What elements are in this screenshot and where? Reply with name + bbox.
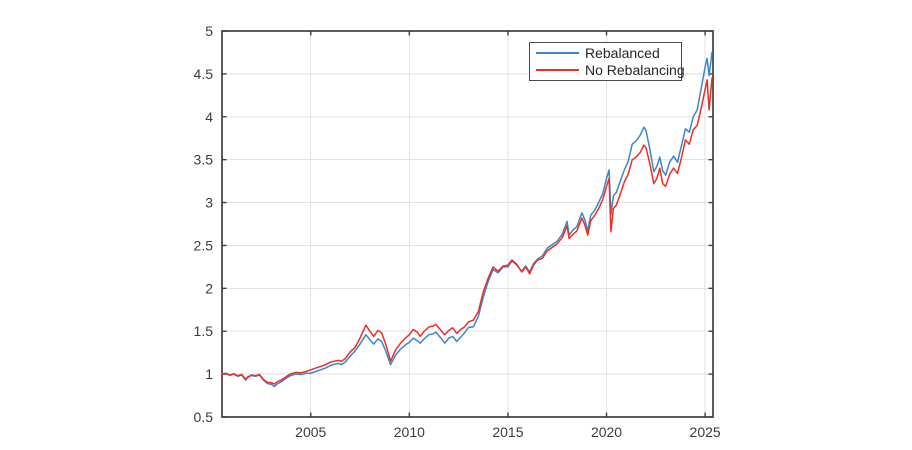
legend-line-swatch-blue: [536, 52, 579, 54]
y-tick-label: 1.5: [194, 323, 214, 339]
y-tick-label: 3.5: [194, 152, 214, 168]
y-tick-label: 4.5: [194, 66, 214, 82]
y-tick-label: 2: [205, 280, 213, 296]
series-line-rebalanced: [221, 51, 713, 388]
legend-label-no-rebalancing: No Rebalancing: [585, 61, 685, 78]
x-tick-label: 2025: [690, 424, 721, 440]
y-tick-label: 3: [205, 195, 213, 211]
x-tick-label: 2015: [492, 424, 523, 440]
plot-border: [221, 30, 714, 418]
legend-label-rebalanced: Rebalanced: [585, 44, 660, 61]
series-line-no-rebalancing: [221, 77, 713, 385]
legend-line-swatch-red: [536, 69, 579, 71]
y-tick-label: 4: [205, 109, 213, 125]
legend-item-rebalanced: Rebalanced: [536, 45, 681, 62]
y-tick-label: 1: [205, 366, 213, 382]
y-tick-label: 2.5: [194, 237, 214, 253]
legend-item-no-rebalancing: No Rebalancing: [536, 62, 685, 79]
y-tick-label: 0.5: [194, 409, 214, 425]
chart-legend[interactable]: Rebalanced No Rebalancing: [529, 42, 685, 81]
y-tick-label: 5: [205, 23, 213, 39]
x-tick-label: 2005: [295, 424, 326, 440]
x-tick-label: 2010: [394, 424, 425, 440]
x-tick-label: 2020: [591, 424, 622, 440]
